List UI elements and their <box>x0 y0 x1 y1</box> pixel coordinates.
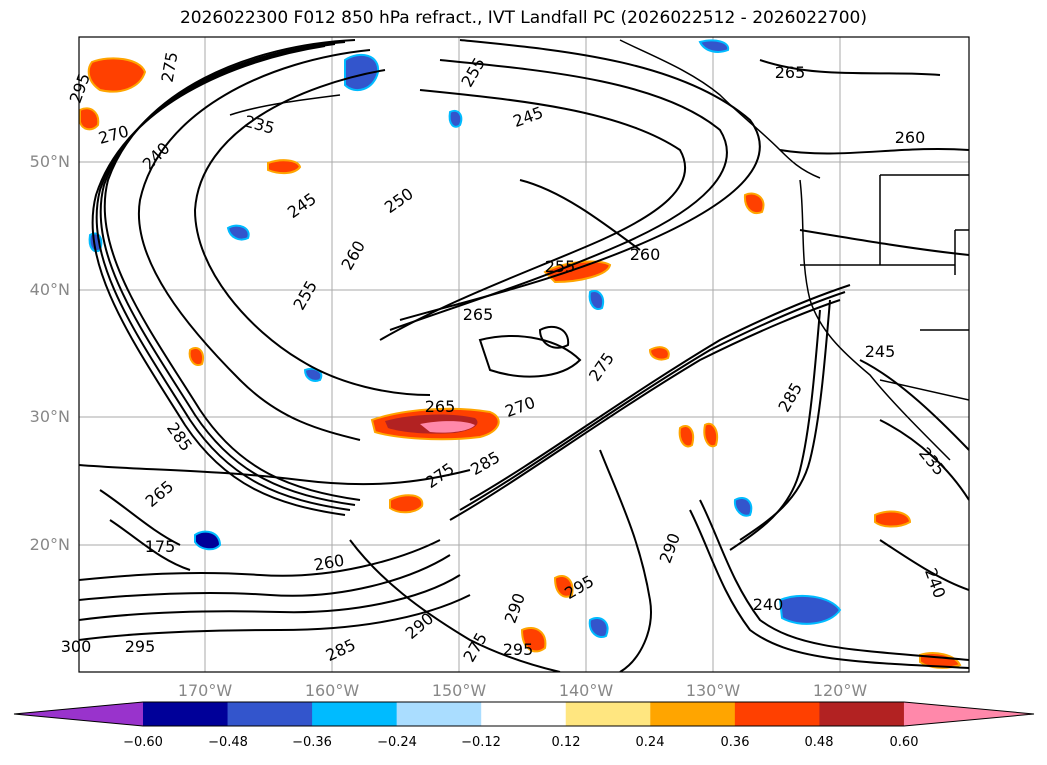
anomaly-blob <box>588 617 609 638</box>
lon-label-120w: 120°W <box>812 681 868 700</box>
contour-label: 255 <box>545 257 576 276</box>
lon-label-170w: 170°W <box>177 681 233 700</box>
colorbar-segment <box>734 702 820 726</box>
contour-label: 260 <box>895 128 926 147</box>
lon-label-130w: 130°W <box>685 681 741 700</box>
contour-label: 295 <box>125 637 156 656</box>
colorbar-extend-max <box>903 702 1034 726</box>
lon-label-160w: 160°W <box>304 681 360 700</box>
colorbar-tick: 0.48 <box>804 735 834 750</box>
lat-label-30n: 30°N <box>29 407 70 426</box>
anomaly-blob <box>389 494 424 514</box>
colorbar-segment <box>227 702 313 726</box>
colorbar-outline <box>13 701 1035 727</box>
colorbar-tick: 0.60 <box>889 735 919 750</box>
anomaly-blob <box>87 57 147 93</box>
contour-label: 260 <box>630 245 661 264</box>
colorbar-tick: 0.24 <box>635 735 665 750</box>
colorbar-tick: −0.60 <box>123 735 163 750</box>
anomaly-blob <box>588 290 604 310</box>
colorbar-segment <box>565 702 651 726</box>
coastlines <box>229 39 969 461</box>
colorbar <box>13 701 1035 727</box>
anomaly-blob <box>733 496 753 517</box>
colorbar-tick: −0.24 <box>377 735 417 750</box>
lon-label-140w: 140°W <box>558 681 614 700</box>
anomaly-blob <box>448 109 463 128</box>
anomaly-blob <box>267 159 302 175</box>
anomaly-blob <box>648 346 670 361</box>
colorbar-tick: −0.12 <box>461 735 501 750</box>
colorbar-extend-min <box>14 702 143 726</box>
colorbar-segment <box>819 702 905 726</box>
anomaly-blob <box>543 260 612 284</box>
colorbar-tick: 0.36 <box>720 735 750 750</box>
lat-label-40n: 40°N <box>29 280 70 299</box>
anomaly-blob <box>678 425 694 448</box>
colorbar-tick: −0.48 <box>208 735 248 750</box>
anomaly-blob <box>420 421 475 433</box>
contour-lines <box>79 39 969 672</box>
anomaly-blob <box>703 422 718 448</box>
lat-label-20n: 20°N <box>29 535 70 554</box>
contour-label: 300 <box>61 637 92 656</box>
anomaly-blob <box>778 594 842 625</box>
anomaly-blob <box>79 107 100 131</box>
contour-label: 295 <box>503 640 534 659</box>
colorbar-segment <box>650 702 736 726</box>
contour-label: 240 <box>753 595 784 614</box>
anomaly-blob <box>743 192 765 214</box>
filled-anomalies <box>79 39 962 669</box>
contour-label: 175 <box>145 537 176 556</box>
colorbar-segment <box>312 702 398 726</box>
contour-label: 265 <box>463 305 494 324</box>
anomaly-blob <box>194 530 222 551</box>
lat-label-50n: 50°N <box>29 152 70 171</box>
lon-label-150w: 150°W <box>431 681 487 700</box>
colorbar-segment <box>143 702 229 726</box>
colorbar-tick: −0.36 <box>292 735 332 750</box>
anomaly-blob <box>303 367 323 382</box>
contour-label: 265 <box>425 397 456 416</box>
map-background <box>79 37 969 672</box>
colorbar-segment <box>396 702 482 726</box>
anomaly-blob <box>520 627 547 653</box>
anomaly-blob <box>553 575 574 598</box>
anomaly-blob <box>874 510 912 528</box>
contour-label: 265 <box>775 63 806 82</box>
colorbar-segment <box>481 702 567 726</box>
colorbar-tick: 0.12 <box>551 735 581 750</box>
anomaly-blob <box>226 224 250 241</box>
map-frame <box>78 36 970 673</box>
anomaly-blob <box>698 39 730 53</box>
map-title: 2026022300 F012 850 hPa refract., IVT La… <box>179 8 867 28</box>
contour-label: 245 <box>865 342 896 361</box>
anomaly-blob <box>188 346 204 366</box>
